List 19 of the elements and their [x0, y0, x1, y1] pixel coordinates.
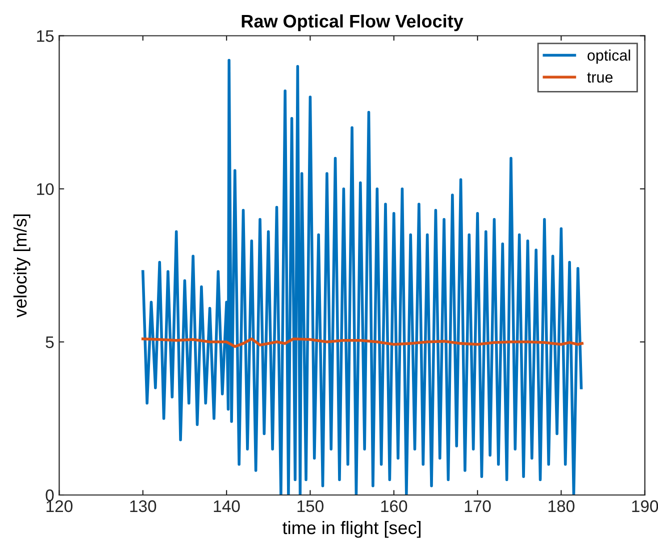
- line-series: [141, 337, 584, 348]
- legend-label: optical: [588, 50, 630, 64]
- x-tick-label: 190: [632, 500, 658, 512]
- y-axis-title: velocity [m/s]: [13, 214, 30, 318]
- legend-label: true: [587, 72, 613, 83]
- x-tick-label: 120: [46, 500, 72, 512]
- y-tick-label: 0: [46, 489, 54, 502]
- x-tick-label: 140: [214, 500, 240, 512]
- y-tick-label: 10: [37, 183, 54, 196]
- x-tick-label: 180: [548, 500, 574, 512]
- line-series: [141, 58, 583, 495]
- x-axis-title: time in flight [sec]: [282, 520, 420, 538]
- x-tick-label: 150: [298, 500, 324, 512]
- x-tick-label: 170: [464, 500, 491, 512]
- x-tick-label: 160: [381, 500, 408, 512]
- x-tick-label: 130: [130, 500, 156, 512]
- chart-title: Raw Optical Flow Velocity: [242, 14, 464, 32]
- y-tick-label: 5: [46, 336, 54, 348]
- y-tick-label: 15: [37, 30, 54, 42]
